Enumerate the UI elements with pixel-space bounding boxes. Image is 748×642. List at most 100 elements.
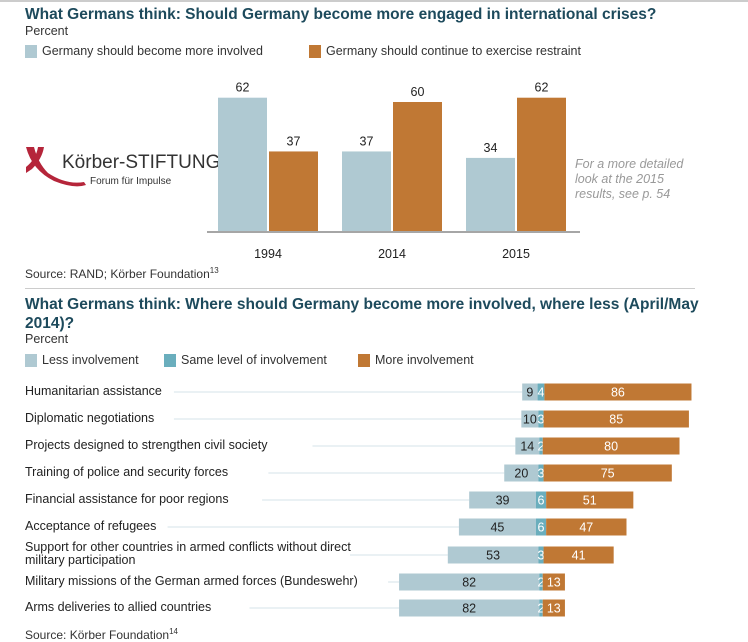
chart2-source: Source: Körber Foundation14 <box>25 627 178 642</box>
chart2-subtitle: Percent <box>25 332 69 346</box>
bar-segment <box>469 491 536 509</box>
data-label: 37 <box>360 134 374 148</box>
bar-segment <box>535 518 547 536</box>
data-label: 34 <box>484 141 498 155</box>
bar-segment <box>543 546 614 564</box>
bar-segment <box>542 573 565 591</box>
category-label: Humanitarian assistance <box>25 384 162 398</box>
bar-segment <box>538 410 544 428</box>
data-label: 4 <box>538 386 545 400</box>
data-label: 3 <box>538 467 545 481</box>
data-label: 3 <box>538 549 545 563</box>
data-label: 3 <box>538 413 545 427</box>
data-label: 86 <box>611 386 625 400</box>
bar <box>466 157 515 231</box>
data-label: 82 <box>462 602 476 616</box>
data-label: 62 <box>535 81 549 95</box>
korber-logo: Körber-STIFTUNG Forum für Impulse <box>24 145 220 195</box>
bar <box>342 151 391 231</box>
legend-item-more: More involvement <box>358 353 474 367</box>
bar-segment <box>543 410 689 428</box>
data-label: 47 <box>579 521 593 535</box>
bar-segment <box>504 464 539 482</box>
logo-name: Körber-STIFTUNG <box>62 152 221 173</box>
legend-item-less: Less involvement <box>25 353 139 367</box>
bar-segment <box>399 599 540 617</box>
data-label: 6 <box>538 494 545 508</box>
bar <box>269 151 318 231</box>
data-label: 39 <box>496 494 510 508</box>
bar-segment <box>399 573 540 591</box>
data-label: 9 <box>526 386 533 400</box>
legend-label: Less involvement <box>42 353 139 367</box>
logo-tagline: Forum für Impulse <box>90 176 172 187</box>
legend-item-restraint: Germany should continue to exercise rest… <box>309 44 581 58</box>
chart1-plot: 62 37 1994 37 60 2014 34 62 2015 <box>207 81 580 261</box>
chart2-title: What Germans think: Where should Germany… <box>25 296 699 332</box>
chart1-source: Source: RAND; Körber Foundation13 <box>25 266 219 281</box>
data-label: 2 <box>538 576 545 590</box>
bar-segment <box>539 599 543 617</box>
bar <box>517 97 566 231</box>
legend-item-same: Same level of involvement <box>164 353 327 367</box>
category-label: Military missions of the German armed fo… <box>25 574 358 588</box>
data-label: 6 <box>538 521 545 535</box>
data-label: 13 <box>547 576 561 590</box>
data-label: 10 <box>523 413 537 427</box>
category-label: Training of police and security forces <box>25 465 229 479</box>
bar-segment <box>543 464 672 482</box>
bar-segment <box>537 383 545 401</box>
legend-swatch <box>164 353 176 367</box>
legend-label: More involvement <box>375 353 474 367</box>
bar-segment <box>539 437 543 455</box>
x-tick-label: 1994 <box>254 247 282 261</box>
data-label: 85 <box>609 413 623 427</box>
category-label: Diplomatic negotiations <box>25 411 155 425</box>
chart1-subtitle: Percent <box>25 24 69 38</box>
data-label: 41 <box>572 549 586 563</box>
bar-segment <box>521 410 539 428</box>
bar-segment <box>538 464 544 482</box>
category-label: Acceptance of refugees <box>25 519 157 533</box>
bar-segment <box>542 437 680 455</box>
bar-segment <box>539 573 543 591</box>
category-label: Support for other countries in armed con… <box>25 540 351 567</box>
data-label: 75 <box>601 467 615 481</box>
legend-swatch <box>358 353 370 367</box>
top-rule <box>0 0 748 2</box>
data-label: 14 <box>520 440 534 454</box>
korber-logo-icon <box>26 147 86 187</box>
data-label: 20 <box>514 467 528 481</box>
bar-segment <box>546 491 634 509</box>
category-label: Projects designed to strengthen civil so… <box>25 438 268 452</box>
legend-swatch <box>25 353 37 367</box>
bar-segment <box>447 546 539 564</box>
chart1-title: What Germans think: Should Germany becom… <box>25 6 657 23</box>
divider <box>25 288 695 289</box>
bar-segment <box>535 491 547 509</box>
category-label: Arms deliveries to allied countries <box>25 600 212 614</box>
bar-segment <box>544 383 692 401</box>
data-label: 2 <box>538 440 545 454</box>
legend-label: Same level of involvement <box>181 353 327 367</box>
data-label: 82 <box>462 576 476 590</box>
bar <box>393 102 442 231</box>
bar-segment <box>546 518 627 536</box>
data-label: 45 <box>490 521 504 535</box>
data-label: 37 <box>287 134 301 148</box>
data-label: 13 <box>547 602 561 616</box>
bar <box>218 97 267 231</box>
legend-swatch <box>25 44 37 58</box>
data-label: 60 <box>411 85 425 99</box>
bar-segment <box>458 518 536 536</box>
data-label: 62 <box>236 81 250 95</box>
legend-label: Germany should continue to exercise rest… <box>326 44 581 58</box>
data-label: 53 <box>486 549 500 563</box>
data-label: 2 <box>538 602 545 616</box>
bar-segment <box>542 599 565 617</box>
bar-segment <box>515 437 540 455</box>
note: For a more detailed look at the 2015 res… <box>575 157 684 201</box>
category-label: Financial assistance for poor regions <box>25 492 229 506</box>
x-tick-label: 2014 <box>378 247 406 261</box>
